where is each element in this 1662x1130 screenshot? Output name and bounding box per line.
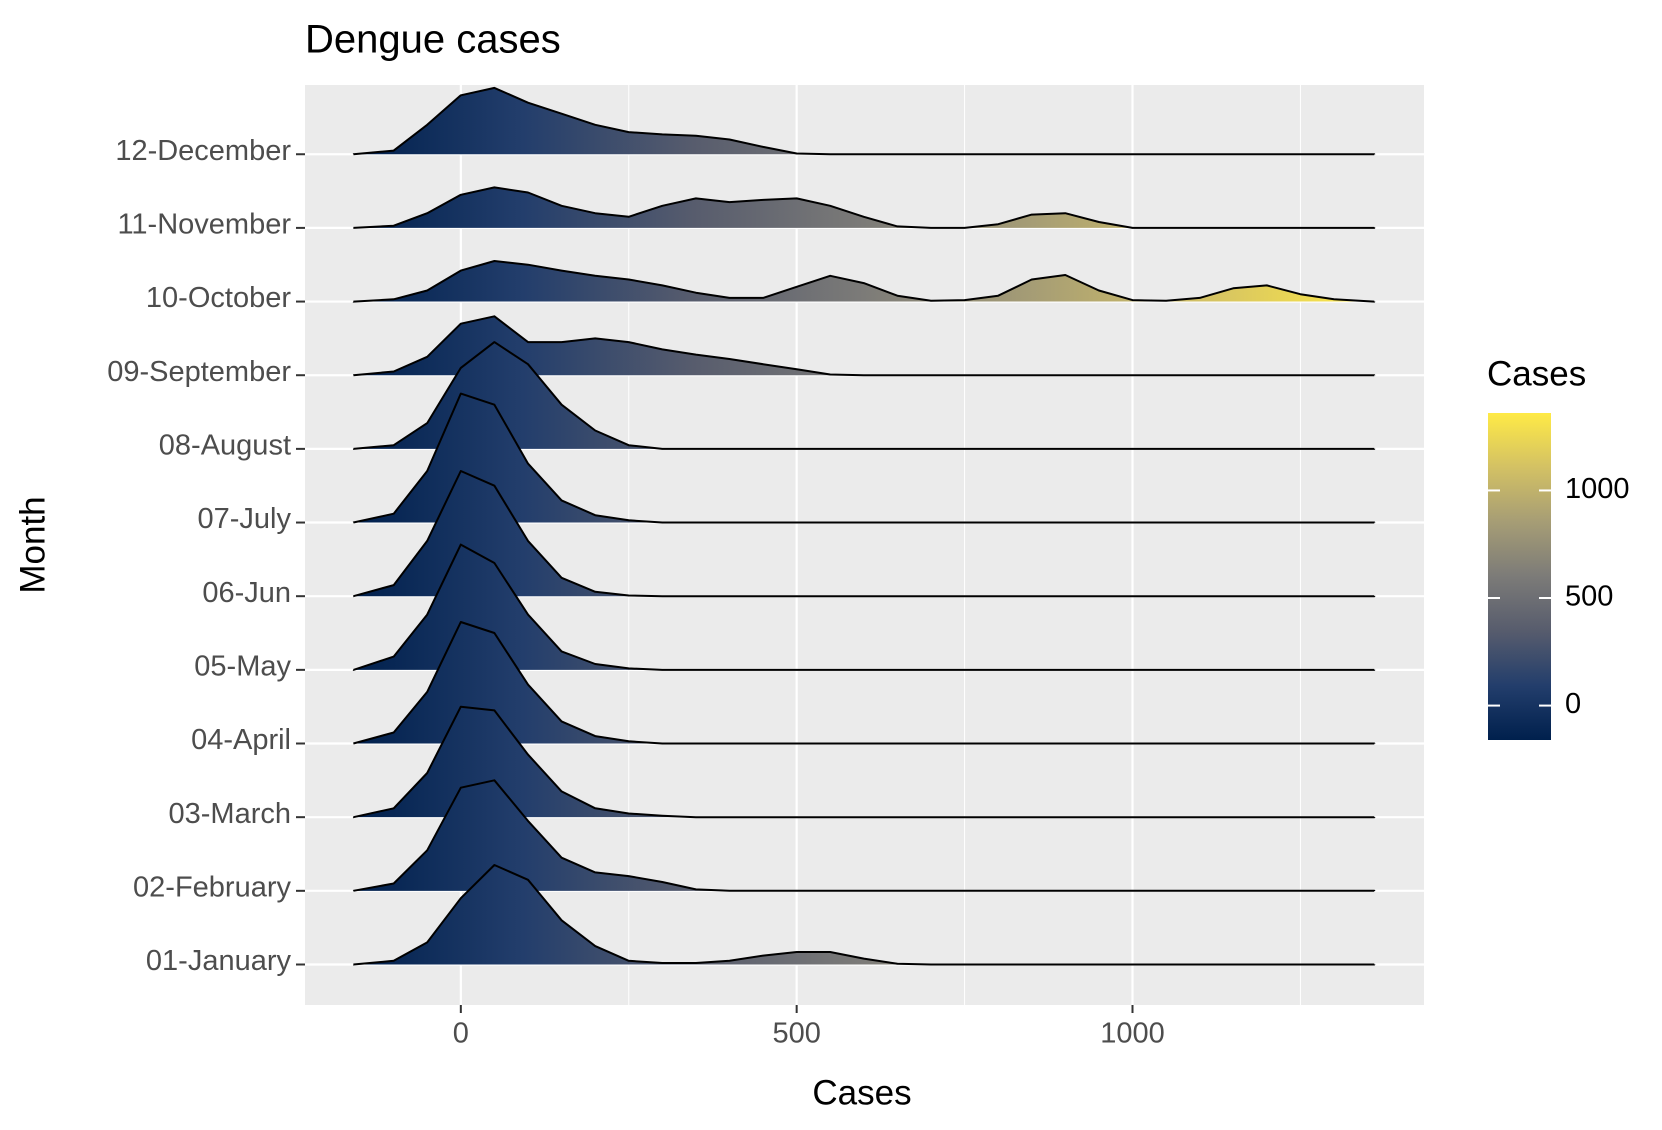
y-tick-label: 01-January	[146, 945, 292, 977]
y-tick-label: 08-August	[159, 430, 291, 462]
legend-tick-label: 1000	[1565, 473, 1630, 505]
y-tick-label: 03-March	[169, 798, 292, 830]
y-tick-label: 05-May	[194, 651, 291, 683]
ridge	[352, 260, 1376, 303]
x-tick-label: 500	[772, 1018, 820, 1050]
ridge	[352, 864, 1376, 966]
legend-tick-label: 500	[1565, 581, 1613, 613]
ridge	[352, 315, 1376, 377]
x-axis-title: Cases	[812, 1073, 911, 1112]
x-tick-label: 1000	[1100, 1018, 1165, 1050]
colorbar	[1488, 413, 1551, 740]
ridge	[352, 86, 1376, 156]
y-tick-label: 02-February	[133, 871, 291, 903]
legend-tick-label: 0	[1565, 688, 1581, 720]
ridge	[352, 779, 1376, 892]
legend-title: Cases	[1487, 354, 1586, 393]
y-tick-label: 10-October	[146, 282, 291, 314]
y-tick-label: 04-April	[191, 724, 291, 756]
y-tick-label: 09-September	[107, 356, 291, 388]
x-tick-label: 0	[453, 1018, 469, 1050]
y-tick-label: 06-Jun	[202, 577, 291, 609]
y-tick-label: 11-November	[117, 209, 291, 241]
ridge	[352, 186, 1376, 229]
y-tick-label: 12-December	[115, 135, 291, 167]
y-axis-title: Month	[13, 496, 52, 593]
y-tick-label: 07-July	[198, 503, 292, 535]
chart-title: Dengue cases	[305, 18, 561, 62]
